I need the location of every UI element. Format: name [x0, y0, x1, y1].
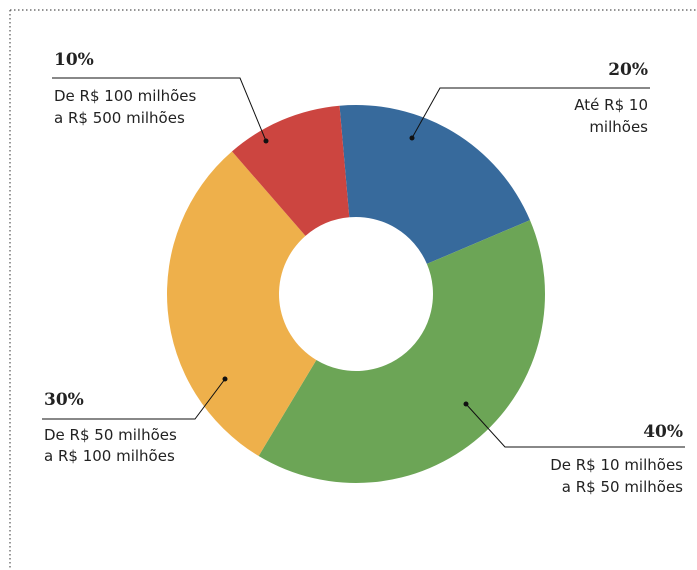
slice	[339, 105, 530, 264]
callout-line	[52, 77, 267, 142]
slice	[258, 220, 545, 484]
callout-line	[411, 87, 650, 139]
category-label: a R$ 500 milhões	[54, 109, 185, 127]
percent-label: 10%	[54, 50, 94, 70]
category-label: De R$ 100 milhões	[54, 87, 197, 105]
category-label: Até R$ 10	[574, 96, 648, 114]
percent-label: 20%	[608, 60, 648, 80]
callout-line	[465, 403, 685, 448]
slice	[232, 105, 350, 236]
category-label: a R$ 100 milhões	[44, 447, 175, 465]
percent-label: 40%	[643, 422, 683, 442]
category-label: De R$ 50 milhões	[44, 426, 177, 444]
slice	[167, 151, 317, 457]
category-label: De R$ 10 milhões	[550, 456, 683, 474]
callout-line	[42, 378, 226, 420]
percent-label: 30%	[44, 390, 84, 410]
category-label: milhões	[589, 118, 648, 136]
category-label: a R$ 50 milhões	[562, 478, 683, 496]
